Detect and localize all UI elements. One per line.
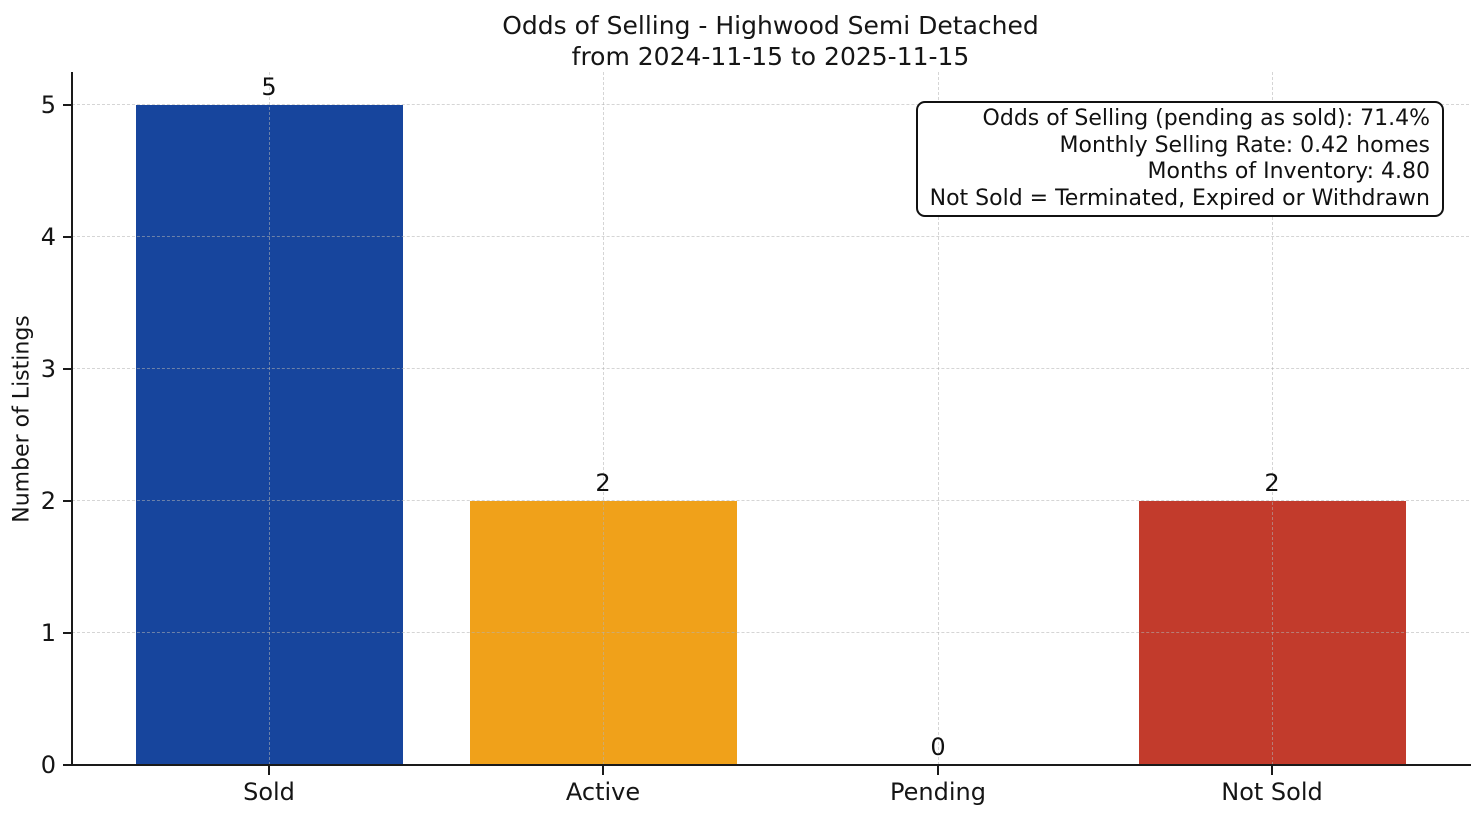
- chart-title-line-1: Odds of Selling - Highwood Semi Detached: [502, 11, 1039, 40]
- bar-value-label-active: 2: [595, 469, 611, 497]
- h-gridline-5: [72, 104, 1469, 105]
- x-axis-spine: [71, 764, 1471, 766]
- y-tick-label-3: 3: [40, 355, 56, 383]
- annotation-not-sold-definition: Not Sold = Terminated, Expired or Withdr…: [929, 185, 1430, 211]
- bar-value-label-sold: 5: [261, 73, 277, 101]
- y-tick-mark-5: [63, 104, 72, 106]
- x-tick-label-not-sold: Not Sold: [1221, 778, 1323, 806]
- v-gridline-pending: [938, 72, 939, 765]
- x-tick-label-active: Active: [565, 778, 641, 806]
- x-tick-mark-sold: [268, 766, 270, 775]
- stats-annotation-box: Odds of Selling (pending as sold): 71.4%…: [915, 101, 1444, 217]
- y-tick-label-0: 0: [40, 751, 56, 779]
- v-gridline-not-sold: [1272, 72, 1273, 765]
- h-gridline-3: [72, 368, 1469, 369]
- x-tick-mark-pending: [937, 766, 939, 775]
- v-gridline-sold: [269, 72, 270, 765]
- y-tick-mark-2: [63, 500, 72, 502]
- x-tick-label-sold: Sold: [243, 778, 295, 806]
- h-gridline-1: [72, 632, 1469, 633]
- x-tick-label-pending: Pending: [890, 778, 986, 806]
- y-tick-mark-1: [63, 632, 72, 634]
- annotation-monthly-selling-rate: Monthly Selling Rate: 0.42 homes: [1059, 132, 1430, 158]
- chart-title-line-2: from 2024-11-15 to 2025-11-15: [571, 42, 970, 71]
- x-tick-mark-active: [602, 766, 604, 775]
- annotation-months-of-inventory: Months of Inventory: 4.80: [1147, 159, 1430, 184]
- y-axis-spine: [71, 72, 73, 766]
- x-tick-mark-not-sold: [1271, 766, 1273, 775]
- h-gridline-4: [72, 236, 1469, 237]
- annotation-odds-of-selling: Odds of Selling (pending as sold): 71.4%: [982, 106, 1430, 131]
- y-tick-label-2: 2: [40, 487, 56, 515]
- v-gridline-active: [603, 72, 604, 765]
- y-tick-label-1: 1: [40, 619, 56, 647]
- y-tick-mark-3: [63, 368, 72, 370]
- y-tick-mark-4: [63, 236, 72, 238]
- y-tick-label-4: 4: [40, 223, 56, 251]
- bar-value-label-not-sold: 2: [1264, 469, 1280, 497]
- y-tick-label-5: 5: [40, 91, 56, 119]
- chart-title: Odds of Selling - Highwood Semi Detached…: [72, 10, 1469, 72]
- bar-value-label-pending: 0: [930, 733, 946, 761]
- y-tick-mark-0: [63, 764, 72, 766]
- h-gridline-2: [72, 500, 1469, 501]
